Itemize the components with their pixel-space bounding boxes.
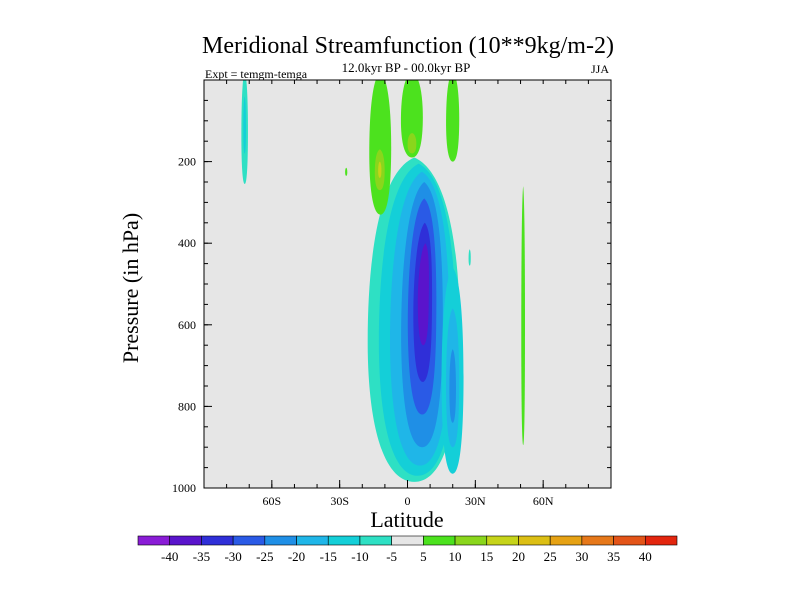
contour-layer bbox=[241, 80, 525, 482]
colorbar-swatch bbox=[518, 535, 551, 546]
colorbar-label: 25 bbox=[544, 549, 557, 564]
lobe-level-minus20 bbox=[449, 349, 456, 423]
positive-20n-level-5 bbox=[446, 80, 460, 162]
positive-ne-level-5 bbox=[369, 80, 392, 215]
colorbar-label: 35 bbox=[607, 549, 620, 564]
speck-negative bbox=[468, 249, 471, 266]
colorbar-swatch bbox=[644, 535, 678, 546]
colorbar-label: -25 bbox=[256, 549, 273, 564]
speck-positive bbox=[345, 167, 348, 176]
y-tick-label: 800 bbox=[178, 399, 196, 413]
streak-72s-level-minus10 bbox=[243, 96, 246, 154]
positive-eq-level-10 bbox=[407, 133, 417, 154]
colorbar-label: 5 bbox=[420, 549, 427, 564]
streak-51n-level-5 bbox=[521, 186, 525, 446]
x-tick-label: 0 bbox=[405, 494, 411, 508]
colorbar-swatch bbox=[581, 535, 614, 546]
colorbar-label: 20 bbox=[512, 549, 525, 564]
x-axis-label: Latitude bbox=[370, 507, 443, 532]
colorbar-swatch bbox=[296, 535, 329, 546]
x-tick-label: 30S bbox=[330, 494, 349, 508]
chart-title: Meridional Streamfunction (10**9kg/m-2) bbox=[202, 33, 614, 59]
colorbar-swatch bbox=[201, 535, 234, 546]
colorbar-label: -35 bbox=[193, 549, 210, 564]
colorbar-swatch bbox=[454, 535, 488, 546]
colorbar-label: -30 bbox=[224, 549, 241, 564]
colorbar-swatch bbox=[232, 535, 266, 546]
season-label: JJA bbox=[591, 62, 609, 76]
x-tick-label: 60N bbox=[533, 494, 554, 508]
colorbar-label: -15 bbox=[320, 549, 337, 564]
colorbar-label: -20 bbox=[288, 549, 305, 564]
x-tick-label: 30N bbox=[465, 494, 486, 508]
y-axis-label: Pressure (in hPa) bbox=[118, 213, 143, 363]
axis-ticks: 60S 30S 0 30N 60N 200 400 600 800 1000 bbox=[172, 80, 612, 508]
colorbar-swatch bbox=[549, 535, 583, 546]
y-tick-label: 400 bbox=[178, 236, 196, 250]
colorbar-label: 30 bbox=[575, 549, 588, 564]
colorbar-swatch bbox=[137, 535, 171, 546]
colorbar-label: 40 bbox=[639, 549, 652, 564]
y-tick-label: 600 bbox=[178, 318, 196, 332]
main-cell-level-minus35 bbox=[417, 243, 429, 346]
colorbar-label: -10 bbox=[351, 549, 368, 564]
colorbar-swatch bbox=[423, 535, 456, 546]
chart-subtitle: 12.0kyr BP - 00.0kyr BP bbox=[342, 60, 471, 75]
experiment-label: Expt = temgm-temga bbox=[205, 67, 308, 81]
y-tick-label: 1000 bbox=[172, 481, 196, 495]
colorbar: -40 -35 -30 -25 -20 -15 -10 -5 5 10 15 20 25 30 35 40 bbox=[137, 535, 678, 564]
colorbar-label: -40 bbox=[161, 549, 178, 564]
colorbar-swatch bbox=[169, 535, 202, 546]
colorbar-swatch bbox=[327, 535, 361, 546]
colorbar-label: 10 bbox=[449, 549, 462, 564]
colorbar-label: 15 bbox=[480, 549, 493, 564]
colorbar-label: -5 bbox=[386, 549, 397, 564]
colorbar-swatch bbox=[264, 535, 297, 546]
y-tick-label: 200 bbox=[178, 155, 196, 169]
positive-eq-level-5 bbox=[400, 80, 423, 158]
x-tick-label: 60S bbox=[262, 494, 281, 508]
positive-ne-level-15 bbox=[378, 161, 382, 178]
colorbar-swatch bbox=[613, 535, 646, 546]
colorbar-swatch bbox=[359, 535, 392, 546]
colorbar-swatch bbox=[486, 535, 519, 546]
colorbar-swatch bbox=[391, 535, 424, 546]
